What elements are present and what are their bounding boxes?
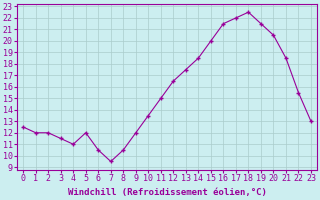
X-axis label: Windchill (Refroidissement éolien,°C): Windchill (Refroidissement éolien,°C) <box>68 188 267 197</box>
